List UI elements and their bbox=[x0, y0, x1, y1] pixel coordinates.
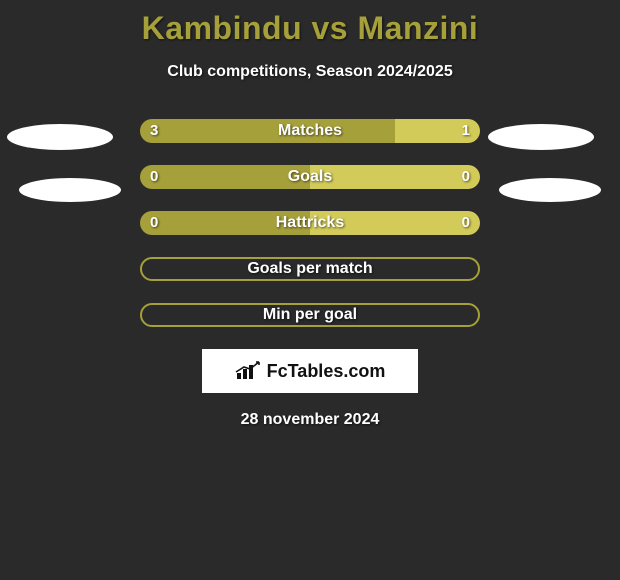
stat-value-left: 0 bbox=[150, 165, 158, 189]
page-title: Kambindu vs Manzini bbox=[0, 0, 620, 47]
subtitle: Club competitions, Season 2024/2025 bbox=[0, 63, 620, 81]
bar-track bbox=[140, 211, 480, 235]
team-badge-placeholder bbox=[7, 124, 113, 150]
stat-value-right: 0 bbox=[462, 211, 470, 235]
team-badge-placeholder bbox=[19, 178, 121, 202]
bar-segment-right bbox=[310, 165, 480, 189]
bar-track bbox=[140, 119, 480, 143]
team-badge-placeholder bbox=[488, 124, 594, 150]
stats-comparison-card: Kambindu vs Manzini Club competitions, S… bbox=[0, 0, 620, 580]
stat-value-right: 1 bbox=[462, 119, 470, 143]
bar-segment-left bbox=[140, 211, 310, 235]
bar-track bbox=[140, 303, 480, 327]
stat-value-left: 0 bbox=[150, 211, 158, 235]
bar-track bbox=[140, 257, 480, 281]
bar-segment-right bbox=[310, 211, 480, 235]
source-logo: FcTables.com bbox=[202, 349, 418, 393]
chart-icon bbox=[235, 361, 261, 381]
bar-track bbox=[140, 165, 480, 189]
team-left-name: Kambindu bbox=[142, 10, 302, 46]
stat-value-left: 3 bbox=[150, 119, 158, 143]
stat-row: Goals per match bbox=[0, 257, 620, 281]
stat-rows: Matches31Goals00Hattricks00Goals per mat… bbox=[0, 119, 620, 327]
stat-row: Hattricks00 bbox=[0, 211, 620, 235]
bar-segment-left bbox=[140, 165, 310, 189]
bar-segment-left bbox=[140, 119, 395, 143]
stat-row: Min per goal bbox=[0, 303, 620, 327]
logo-text: FcTables.com bbox=[267, 361, 386, 382]
stat-value-right: 0 bbox=[462, 165, 470, 189]
team-badge-placeholder bbox=[499, 178, 601, 202]
date-text: 28 november 2024 bbox=[0, 411, 620, 429]
vs-text: vs bbox=[312, 10, 349, 46]
team-right-name: Manzini bbox=[357, 10, 478, 46]
